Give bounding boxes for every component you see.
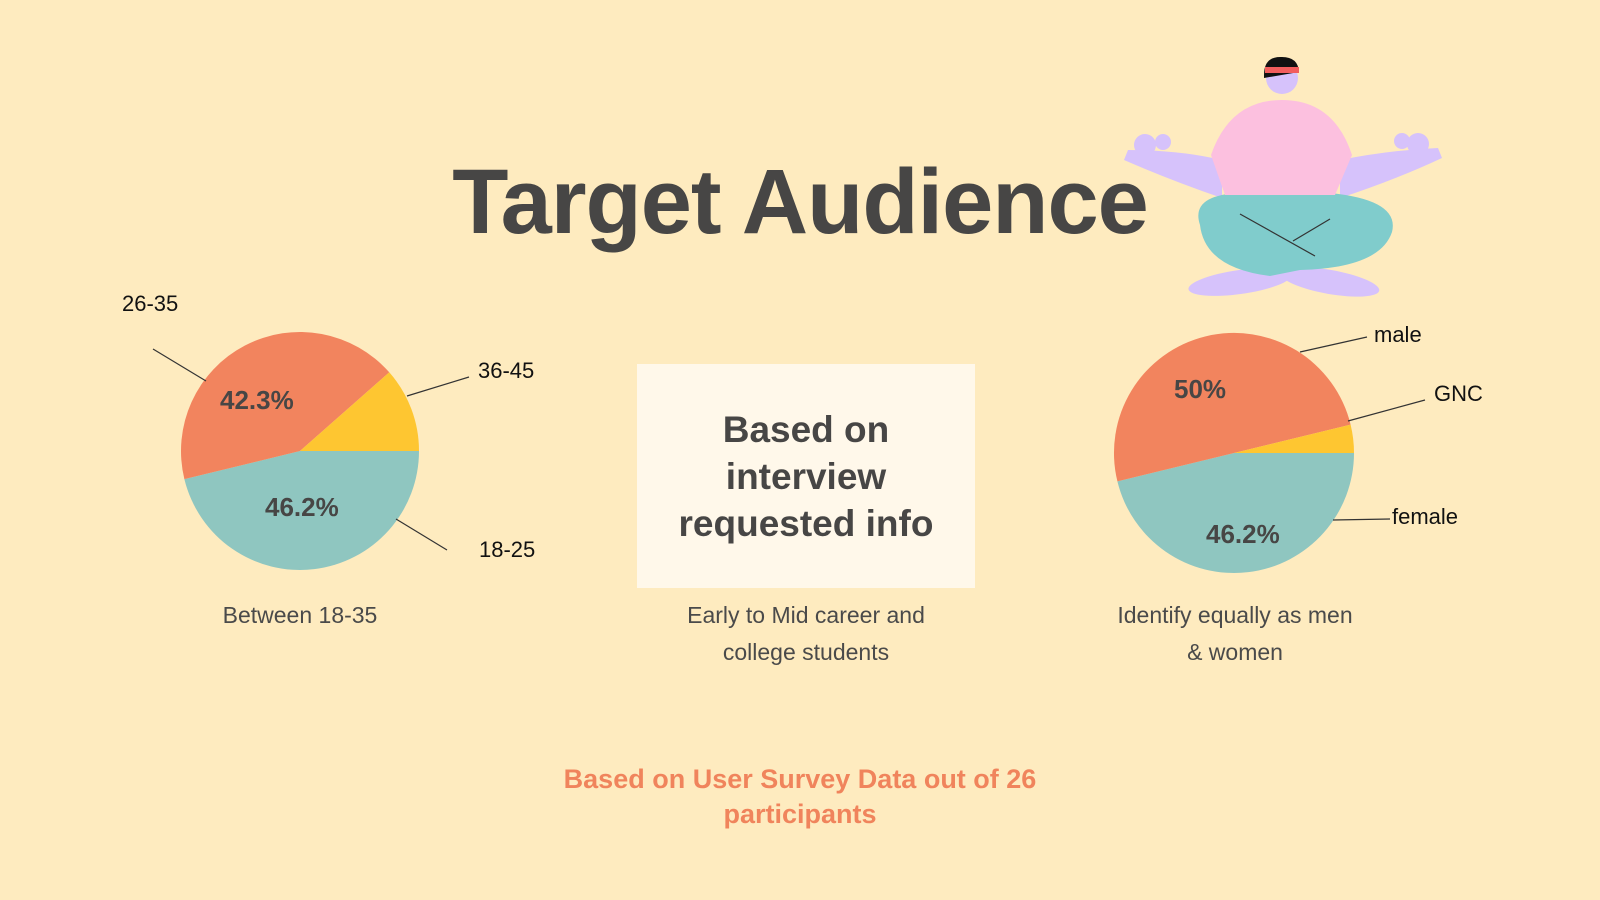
age-caption: Between 18-35 — [222, 602, 378, 628]
legend-label-female: female — [1392, 504, 1459, 529]
meditating-person-illustration — [1124, 56, 1442, 297]
legend-label-26-35: 26-35 — [122, 291, 179, 316]
gender-caption-line-1: Identify equally as men — [1117, 602, 1353, 628]
data-label-male: 50% — [1174, 374, 1227, 404]
data-label-26-35: 42.3% — [220, 385, 294, 415]
legend-label-36-45: 36-45 — [478, 358, 535, 383]
leader-line-gnc — [1347, 399, 1426, 422]
pie-slice-26-35 — [181, 332, 390, 480]
box-line-3: requested info — [678, 502, 934, 544]
gender-pie-chart — [1113, 332, 1354, 574]
pie-slice-36-45 — [300, 372, 419, 451]
legend-label-18-25: 18-25 — [479, 537, 536, 562]
leader-line-male — [1299, 336, 1368, 353]
pie-slice-male — [1113, 332, 1351, 482]
page-title: Target Audience — [452, 151, 1149, 253]
legend-label-gnc: GNC — [1434, 381, 1483, 406]
legend-label-male: male — [1374, 322, 1422, 347]
leader-line-18-25 — [395, 518, 448, 551]
gender-caption: Identify equally as men & women — [1050, 597, 1420, 671]
footnote-line-1: Based on User Survey Data out of 26 — [563, 764, 1037, 794]
career-caption-line-1: Early to Mid career and — [687, 602, 925, 628]
age-pie-chart — [181, 332, 419, 570]
interview-info-box: Based on interview requested info — [637, 364, 975, 588]
pie-slice-female — [1117, 453, 1354, 574]
box-line-1: Based on — [722, 408, 890, 450]
data-label-18-25: 46.2% — [265, 492, 339, 522]
survey-footnote: Based on User Survey Data out of 26 part… — [0, 762, 1600, 832]
gender-caption-line-2: & women — [1187, 639, 1283, 665]
career-caption: Early to Mid career and college students — [620, 597, 992, 671]
footnote-line-2: participants — [723, 799, 877, 829]
pie-slice-gnc — [1234, 424, 1354, 453]
pie-slice-18-25 — [184, 451, 419, 570]
career-caption-line-2: college students — [722, 639, 890, 665]
leader-line-female — [1332, 518, 1391, 521]
box-line-2: interview — [725, 455, 887, 497]
leader-line-36-45 — [406, 376, 470, 397]
leader-line-26-35 — [152, 348, 207, 382]
data-label-female: 46.2% — [1206, 519, 1280, 549]
